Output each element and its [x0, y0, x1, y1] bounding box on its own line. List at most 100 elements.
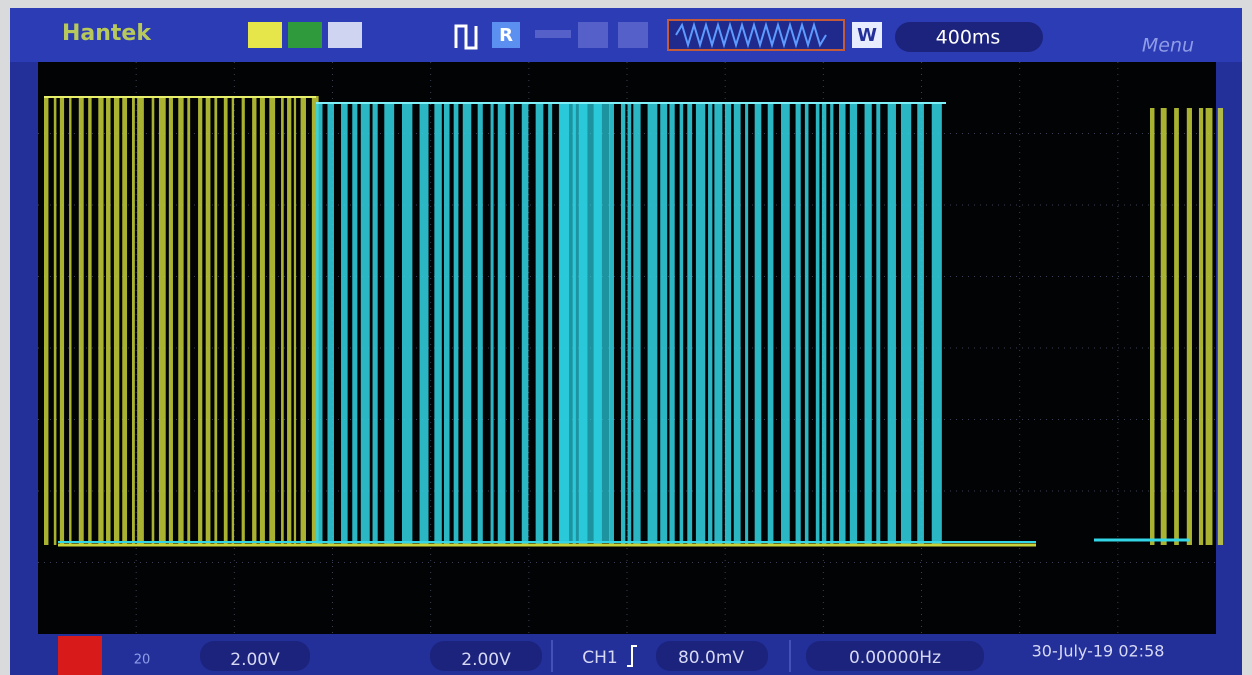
trigger-source: CH1 — [582, 648, 617, 668]
pulse — [198, 96, 202, 545]
pulse — [1206, 108, 1213, 545]
page: Hantek R W 400ms Menu 20 2.00V 2.00V CH1… — [0, 0, 1252, 675]
pulse-block — [560, 102, 610, 542]
bandwidth-limit: 20 — [134, 653, 151, 668]
pulse — [888, 102, 896, 545]
pulse — [287, 96, 291, 545]
pulse — [373, 102, 378, 545]
pulse — [768, 102, 774, 545]
frequency: 0.00000Hz — [849, 648, 941, 668]
pulse — [281, 96, 284, 545]
pulse — [510, 102, 514, 545]
pulse — [178, 96, 183, 545]
pulse — [152, 96, 155, 545]
ch1-scale: 2.00V — [230, 650, 280, 670]
pulse — [269, 96, 275, 545]
pulse — [522, 102, 529, 545]
pulse — [224, 96, 228, 545]
brand: Hantek — [62, 21, 152, 46]
trigger-level: 80.0mV — [678, 648, 744, 668]
pulse — [463, 102, 471, 545]
pulse — [214, 96, 217, 545]
pulse — [206, 96, 211, 545]
pulse — [434, 102, 441, 545]
pulse — [621, 102, 625, 545]
pulse — [830, 102, 833, 545]
pulse — [901, 102, 911, 545]
pulse — [816, 102, 820, 545]
pulse — [1187, 108, 1192, 545]
pulse — [187, 96, 190, 545]
pulse — [648, 102, 658, 545]
pulse — [696, 102, 705, 545]
pulse — [454, 102, 459, 545]
pulse — [745, 102, 748, 545]
datetime: 30-July-19 02:58 — [1032, 642, 1165, 661]
pulse — [402, 102, 412, 545]
pulse — [137, 96, 144, 545]
pulse — [839, 102, 846, 545]
pulse — [106, 96, 110, 545]
pulse — [876, 102, 880, 545]
pulse — [1150, 108, 1154, 545]
pulse — [680, 102, 684, 545]
pulse — [781, 102, 790, 545]
pulse — [687, 102, 692, 545]
pulse — [159, 96, 166, 545]
pulse — [734, 102, 741, 545]
pulse — [132, 96, 135, 545]
run-mode: R — [499, 25, 513, 46]
pulse — [1161, 108, 1167, 545]
pulse — [491, 102, 494, 545]
pulse — [122, 96, 127, 545]
pulse — [548, 102, 552, 545]
pulse — [1218, 108, 1223, 545]
ch2-scale: 2.00V — [461, 650, 511, 670]
pulse — [420, 102, 429, 545]
pulse — [1174, 108, 1179, 545]
pulse — [796, 102, 801, 545]
pulse — [1199, 108, 1203, 545]
pulse — [60, 96, 64, 545]
pulse — [361, 102, 370, 545]
menu-button[interactable]: Menu — [1142, 35, 1194, 57]
pulse — [669, 102, 674, 545]
pulse — [341, 102, 348, 545]
pulse — [352, 102, 357, 545]
pulse — [917, 102, 924, 545]
pulse — [79, 96, 84, 545]
pulse — [316, 102, 323, 545]
pulse — [114, 96, 119, 545]
pulse — [242, 96, 245, 545]
pulse — [444, 102, 450, 545]
pulse — [708, 102, 712, 545]
pulse — [44, 96, 48, 545]
pulse — [384, 102, 394, 545]
pulse — [850, 102, 857, 545]
pulse — [260, 96, 265, 545]
pulse — [932, 102, 942, 545]
pulse — [755, 102, 762, 545]
pulse — [478, 102, 483, 545]
mode: W — [857, 25, 877, 46]
pulse — [294, 96, 296, 545]
pulse — [660, 102, 667, 545]
pulse — [536, 102, 544, 545]
pulse — [714, 102, 722, 545]
timebase: 400ms — [936, 27, 1001, 49]
pulse — [252, 96, 256, 545]
pulse — [865, 102, 872, 545]
pulse — [301, 96, 306, 545]
pulse — [98, 96, 103, 545]
pulse — [633, 102, 640, 545]
pulse — [69, 96, 71, 545]
pulse — [822, 102, 826, 545]
pulse — [88, 96, 91, 545]
pulse — [498, 102, 506, 545]
pulse — [169, 96, 173, 545]
pulse — [327, 102, 334, 545]
pulse — [54, 96, 57, 545]
pulse — [805, 102, 809, 545]
pulse — [725, 102, 731, 545]
pulse — [232, 96, 234, 545]
